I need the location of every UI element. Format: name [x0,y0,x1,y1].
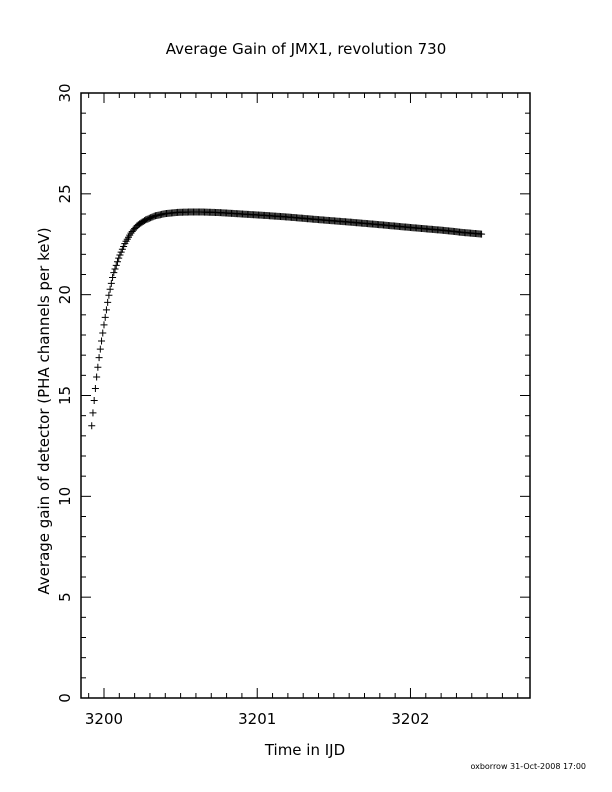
chart-title: Average Gain of JMX1, revolution 730 [166,40,447,58]
data-point [111,265,119,273]
data-point [96,345,104,353]
y-tick-label: 0 [56,693,74,703]
x-axis-label: Time in IJD [264,741,345,759]
data-point [88,422,96,430]
y-tick-labels: 0 5 10 15 20 25 30 [56,83,74,702]
y-tick-label: 30 [56,83,74,102]
data-point [109,273,117,281]
data-point [89,409,97,417]
axis-ticks [81,92,530,699]
data-point [113,258,121,266]
x-tick-label: 3200 [85,710,123,728]
data-point [100,321,108,329]
y-tick-label: 25 [56,184,74,203]
y-tick-label: 5 [56,592,74,602]
data-point [106,285,114,293]
data-point [112,261,120,269]
x-tick-label: 3202 [391,710,429,728]
data-point [95,354,103,362]
data-point [93,373,101,381]
data-point [98,337,106,345]
x-tick-label: 3201 [238,710,276,728]
y-tick-label: 15 [56,386,74,405]
y-tick-label: 20 [56,285,74,304]
plot-frame [80,92,531,699]
data-series [88,208,486,430]
data-point [110,269,118,277]
data-point [94,363,102,371]
data-point [101,313,109,321]
data-point [107,279,115,287]
data-point [115,254,123,262]
data-point [105,291,113,299]
data-point [90,397,98,405]
data-point [99,329,107,337]
x-tick-labels: 3200 3201 3202 [85,710,430,728]
data-point [102,306,110,314]
data-point [478,230,486,238]
y-axis-label: Average gain of detector (PHA channels p… [35,227,53,594]
y-tick-label: 10 [56,487,74,506]
footer-stamp: oxborrow 31-Oct-2008 17:00 [470,762,586,771]
data-point [104,298,112,306]
data-point [91,384,99,392]
